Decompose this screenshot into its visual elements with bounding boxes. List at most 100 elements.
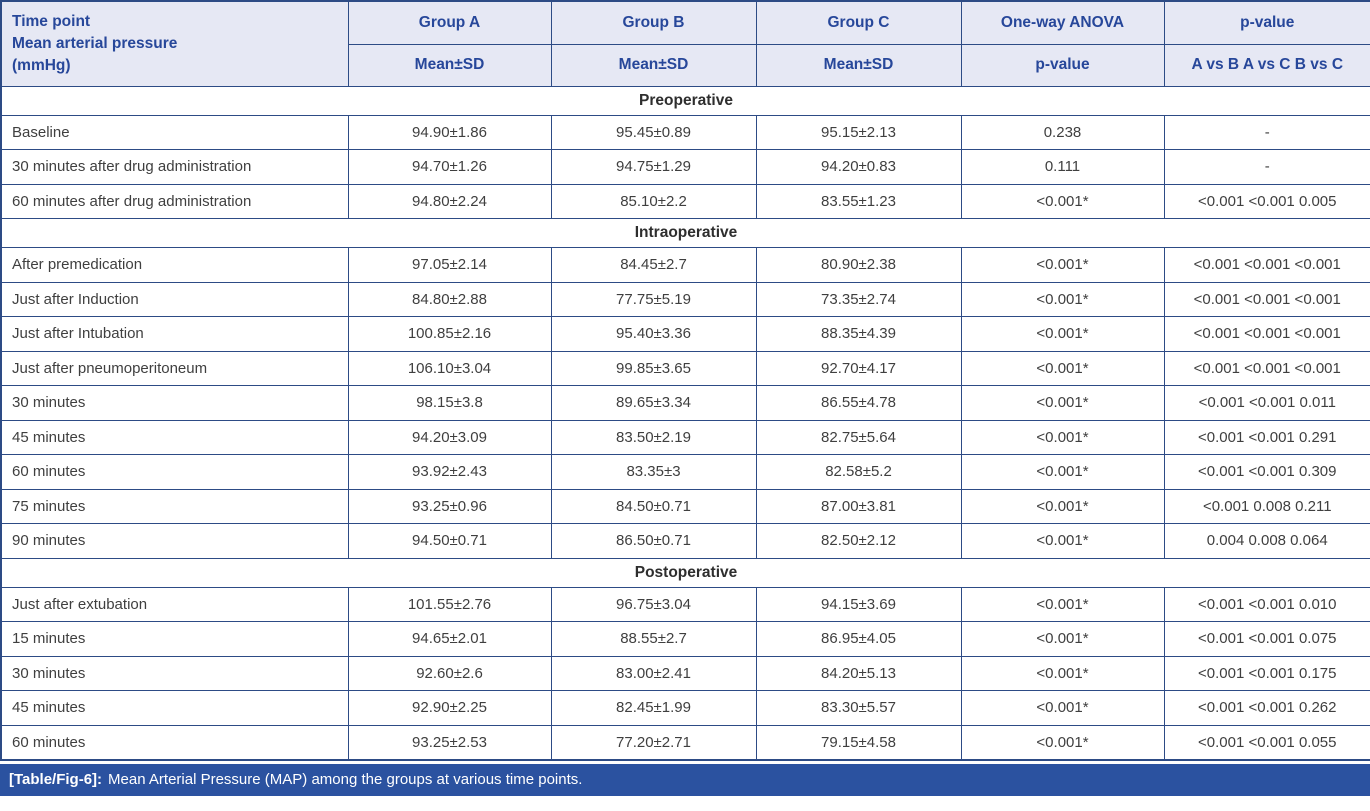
group-a-value: 94.20±3.09	[347, 419, 552, 455]
pairwise-p-values: <0.001 <0.001 0.010	[1163, 586, 1370, 622]
map-results-table: Time point Mean arterial pressure (mmHg)…	[0, 0, 1370, 761]
group-a-value: 94.70±1.26	[347, 149, 552, 185]
row-label: 75 minutes	[0, 488, 349, 524]
pairwise-p-values: <0.001 <0.001 0.309	[1163, 454, 1370, 490]
caption-tag: [Table/Fig-6]:	[9, 771, 103, 788]
pairwise-p-values: <0.001 <0.001 <0.001	[1163, 281, 1370, 317]
group-b-value: 95.40±3.36	[550, 316, 757, 352]
table-row: Just after extubation 101.55±2.76 96.75±3.…	[0, 586, 1370, 622]
group-b-value: 95.45±0.89	[550, 114, 757, 150]
header-group-c: Group C	[755, 0, 962, 45]
group-b-value: 99.85±3.65	[550, 350, 757, 386]
table-row: 90 minutes 94.50±0.71 86.50±0.71 82.50±2.12…	[0, 523, 1370, 559]
caption-text: Mean Arterial Pressure (MAP) among the g…	[108, 771, 583, 788]
pairwise-p-values: <0.001 <0.001 0.262	[1163, 690, 1370, 726]
table-row: 60 minutes 93.25±2.53 77.20±2.71 79.15±4.58…	[0, 724, 1370, 760]
anova-p-value: <0.001*	[960, 523, 1165, 559]
row-label: 30 minutes	[0, 385, 349, 421]
row-label: 30 minutes after drug administration	[0, 149, 349, 185]
group-c-value: 79.15±4.58	[755, 724, 962, 760]
row-label: 60 minutes after drug administration	[0, 183, 349, 219]
header-anova: One-way ANOVA	[960, 0, 1165, 45]
table-row: 75 minutes 93.25±0.96 84.50±0.71 87.00±3.81…	[0, 488, 1370, 524]
group-a-value: 93.25±0.96	[347, 488, 552, 524]
subheader-anova-p-value: p-value	[960, 43, 1165, 87]
group-c-value: 83.30±5.57	[755, 690, 962, 726]
anova-p-value: <0.001*	[960, 724, 1165, 760]
header-time-point-line3: (mmHg)	[12, 56, 71, 74]
pairwise-p-values: <0.001 <0.001 <0.001	[1163, 316, 1370, 352]
anova-p-value: <0.001*	[960, 183, 1165, 219]
section-row: Preoperative	[0, 85, 1370, 116]
subheader-pairwise-comparisons: A vs B A vs C B vs C	[1163, 43, 1370, 87]
header-group-b: Group B	[550, 0, 757, 45]
subheader-group-a-meansd: Mean±SD	[347, 43, 552, 87]
row-label: Baseline	[0, 114, 349, 150]
row-label: After premedication	[0, 247, 349, 283]
table-body: Preoperative Baseline 94.90±1.86 95.45±0.89…	[0, 85, 1370, 760]
row-label: Just after pneumoperitoneum	[0, 350, 349, 386]
anova-p-value: <0.001*	[960, 655, 1165, 691]
table-header: Time point Mean arterial pressure (mmHg)…	[0, 0, 1370, 87]
table-row: 60 minutes after drug administration 94.8…	[0, 183, 1370, 219]
group-a-value: 97.05±2.14	[347, 247, 552, 283]
row-label: 45 minutes	[0, 419, 349, 455]
anova-p-value: <0.001*	[960, 281, 1165, 317]
group-a-value: 94.90±1.86	[347, 114, 552, 150]
group-b-value: 86.50±0.71	[550, 523, 757, 559]
group-c-value: 95.15±2.13	[755, 114, 962, 150]
group-c-value: 92.70±4.17	[755, 350, 962, 386]
anova-p-value: <0.001*	[960, 385, 1165, 421]
pairwise-p-values: -	[1163, 114, 1370, 150]
table-caption: [Table/Fig-6]: Mean Arterial Pressure (M…	[0, 763, 1370, 796]
group-b-value: 77.75±5.19	[550, 281, 757, 317]
header-time-point-line2: Mean arterial pressure	[12, 34, 178, 52]
header-time-point-line1: Time point	[12, 13, 91, 31]
anova-p-value: <0.001*	[960, 316, 1165, 352]
group-a-value: 101.55±2.76	[347, 586, 552, 622]
group-c-value: 86.95±4.05	[755, 621, 962, 657]
pairwise-p-values: -	[1163, 149, 1370, 185]
row-label: 60 minutes	[0, 724, 349, 760]
pairwise-p-values: <0.001 <0.001 0.175	[1163, 655, 1370, 691]
table-row: Just after Induction 84.80±2.88 77.75±5.19…	[0, 281, 1370, 317]
group-a-value: 93.25±2.53	[347, 724, 552, 760]
group-a-value: 100.85±2.16	[347, 316, 552, 352]
anova-p-value: <0.001*	[960, 247, 1165, 283]
pairwise-p-values: <0.001 <0.001 <0.001	[1163, 350, 1370, 386]
anova-p-value: 0.111	[960, 149, 1165, 185]
table-row: 30 minutes after drug administration 94.7…	[0, 149, 1370, 185]
group-a-value: 84.80±2.88	[347, 281, 552, 317]
row-label: 90 minutes	[0, 523, 349, 559]
anova-p-value: <0.001*	[960, 488, 1165, 524]
pairwise-p-values: <0.001 <0.001 <0.001	[1163, 247, 1370, 283]
header-group-a: Group A	[347, 0, 552, 45]
group-c-value: 94.15±3.69	[755, 586, 962, 622]
group-a-value: 94.65±2.01	[347, 621, 552, 657]
group-b-value: 84.45±2.7	[550, 247, 757, 283]
section-row: Postoperative	[0, 557, 1370, 588]
pairwise-p-values: <0.001 <0.001 0.005	[1163, 183, 1370, 219]
group-b-value: 96.75±3.04	[550, 586, 757, 622]
anova-p-value: <0.001*	[960, 690, 1165, 726]
group-a-value: 92.60±2.6	[347, 655, 552, 691]
subheader-group-c-meansd: Mean±SD	[755, 43, 962, 87]
anova-p-value: <0.001*	[960, 586, 1165, 622]
group-b-value: 82.45±1.99	[550, 690, 757, 726]
table-row: 45 minutes 94.20±3.09 83.50±2.19 82.75±5.64…	[0, 419, 1370, 455]
table-row: After premedication 97.05±2.14 84.45±2.7 80…	[0, 247, 1370, 283]
group-c-value: 94.20±0.83	[755, 149, 962, 185]
section-title: Preoperative	[0, 85, 1370, 116]
group-c-value: 73.35±2.74	[755, 281, 962, 317]
group-c-value: 82.50±2.12	[755, 523, 962, 559]
group-b-value: 88.55±2.7	[550, 621, 757, 657]
header-time-point: Time point Mean arterial pressure (mmHg)	[0, 0, 349, 87]
row-label: 60 minutes	[0, 454, 349, 490]
pairwise-p-values: <0.001 <0.001 0.075	[1163, 621, 1370, 657]
table-row: 60 minutes 93.92±2.43 83.35±3 82.58±5.2 <0.0…	[0, 454, 1370, 490]
table-row: Baseline 94.90±1.86 95.45±0.89 95.15±2.13 0.…	[0, 114, 1370, 150]
anova-p-value: <0.001*	[960, 350, 1165, 386]
anova-p-value: <0.001*	[960, 621, 1165, 657]
group-a-value: 92.90±2.25	[347, 690, 552, 726]
group-a-value: 98.15±3.8	[347, 385, 552, 421]
